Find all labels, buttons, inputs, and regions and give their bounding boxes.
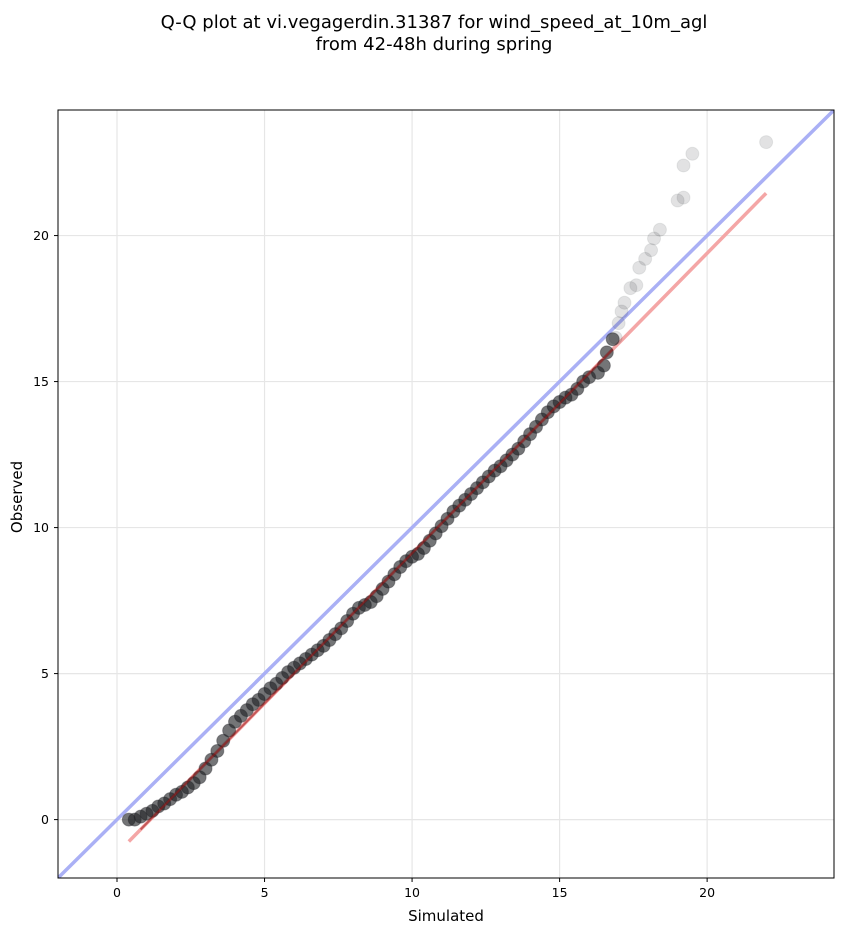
y-tick-label: 15 xyxy=(33,374,49,389)
qq-point xyxy=(670,193,685,208)
qq-point xyxy=(216,733,231,748)
plot-area xyxy=(58,110,834,878)
qq-point xyxy=(644,243,659,258)
qq-point xyxy=(605,332,620,347)
y-tick-label: 5 xyxy=(41,666,49,681)
y-axis-label: Observed xyxy=(8,461,26,533)
x-axis-ticks: 0 5 10 15 20 xyxy=(113,878,715,900)
x-tick-label: 15 xyxy=(552,885,568,900)
x-tick-label: 0 xyxy=(113,885,121,900)
chart-title-line2: from 42-48h during spring xyxy=(316,34,553,55)
reference-line xyxy=(58,110,834,878)
qq-point xyxy=(599,345,614,360)
qq-point xyxy=(685,146,700,161)
x-axis-label: Simulated xyxy=(408,907,484,925)
qq-point xyxy=(596,358,611,373)
qq-point xyxy=(638,251,653,266)
qq-point xyxy=(632,260,647,275)
qq-point xyxy=(623,281,638,296)
qq-point xyxy=(676,190,691,205)
x-tick-label: 5 xyxy=(261,885,269,900)
y-tick-label: 10 xyxy=(33,520,49,535)
x-tick-label: 10 xyxy=(404,885,420,900)
qq-point xyxy=(611,316,626,331)
x-tick-label: 20 xyxy=(699,885,715,900)
qq-point xyxy=(676,158,691,173)
y-tick-label: 0 xyxy=(41,812,49,827)
qq-point xyxy=(759,135,774,150)
qq-point xyxy=(608,330,623,345)
y-tick-label: 20 xyxy=(33,228,49,243)
qq-point xyxy=(647,231,662,246)
plot-frame xyxy=(57,109,835,879)
data-points xyxy=(121,135,774,827)
qq-point xyxy=(614,304,629,319)
y-axis-ticks: 0 5 10 15 20 xyxy=(33,228,58,827)
fit-line-dense-segment xyxy=(139,348,614,831)
qq-point xyxy=(629,278,644,293)
qq-point xyxy=(617,295,632,310)
qq-point xyxy=(652,222,667,237)
chart-title-line1: Q-Q plot at vi.vegagerdin.31387 for wind… xyxy=(161,12,708,33)
